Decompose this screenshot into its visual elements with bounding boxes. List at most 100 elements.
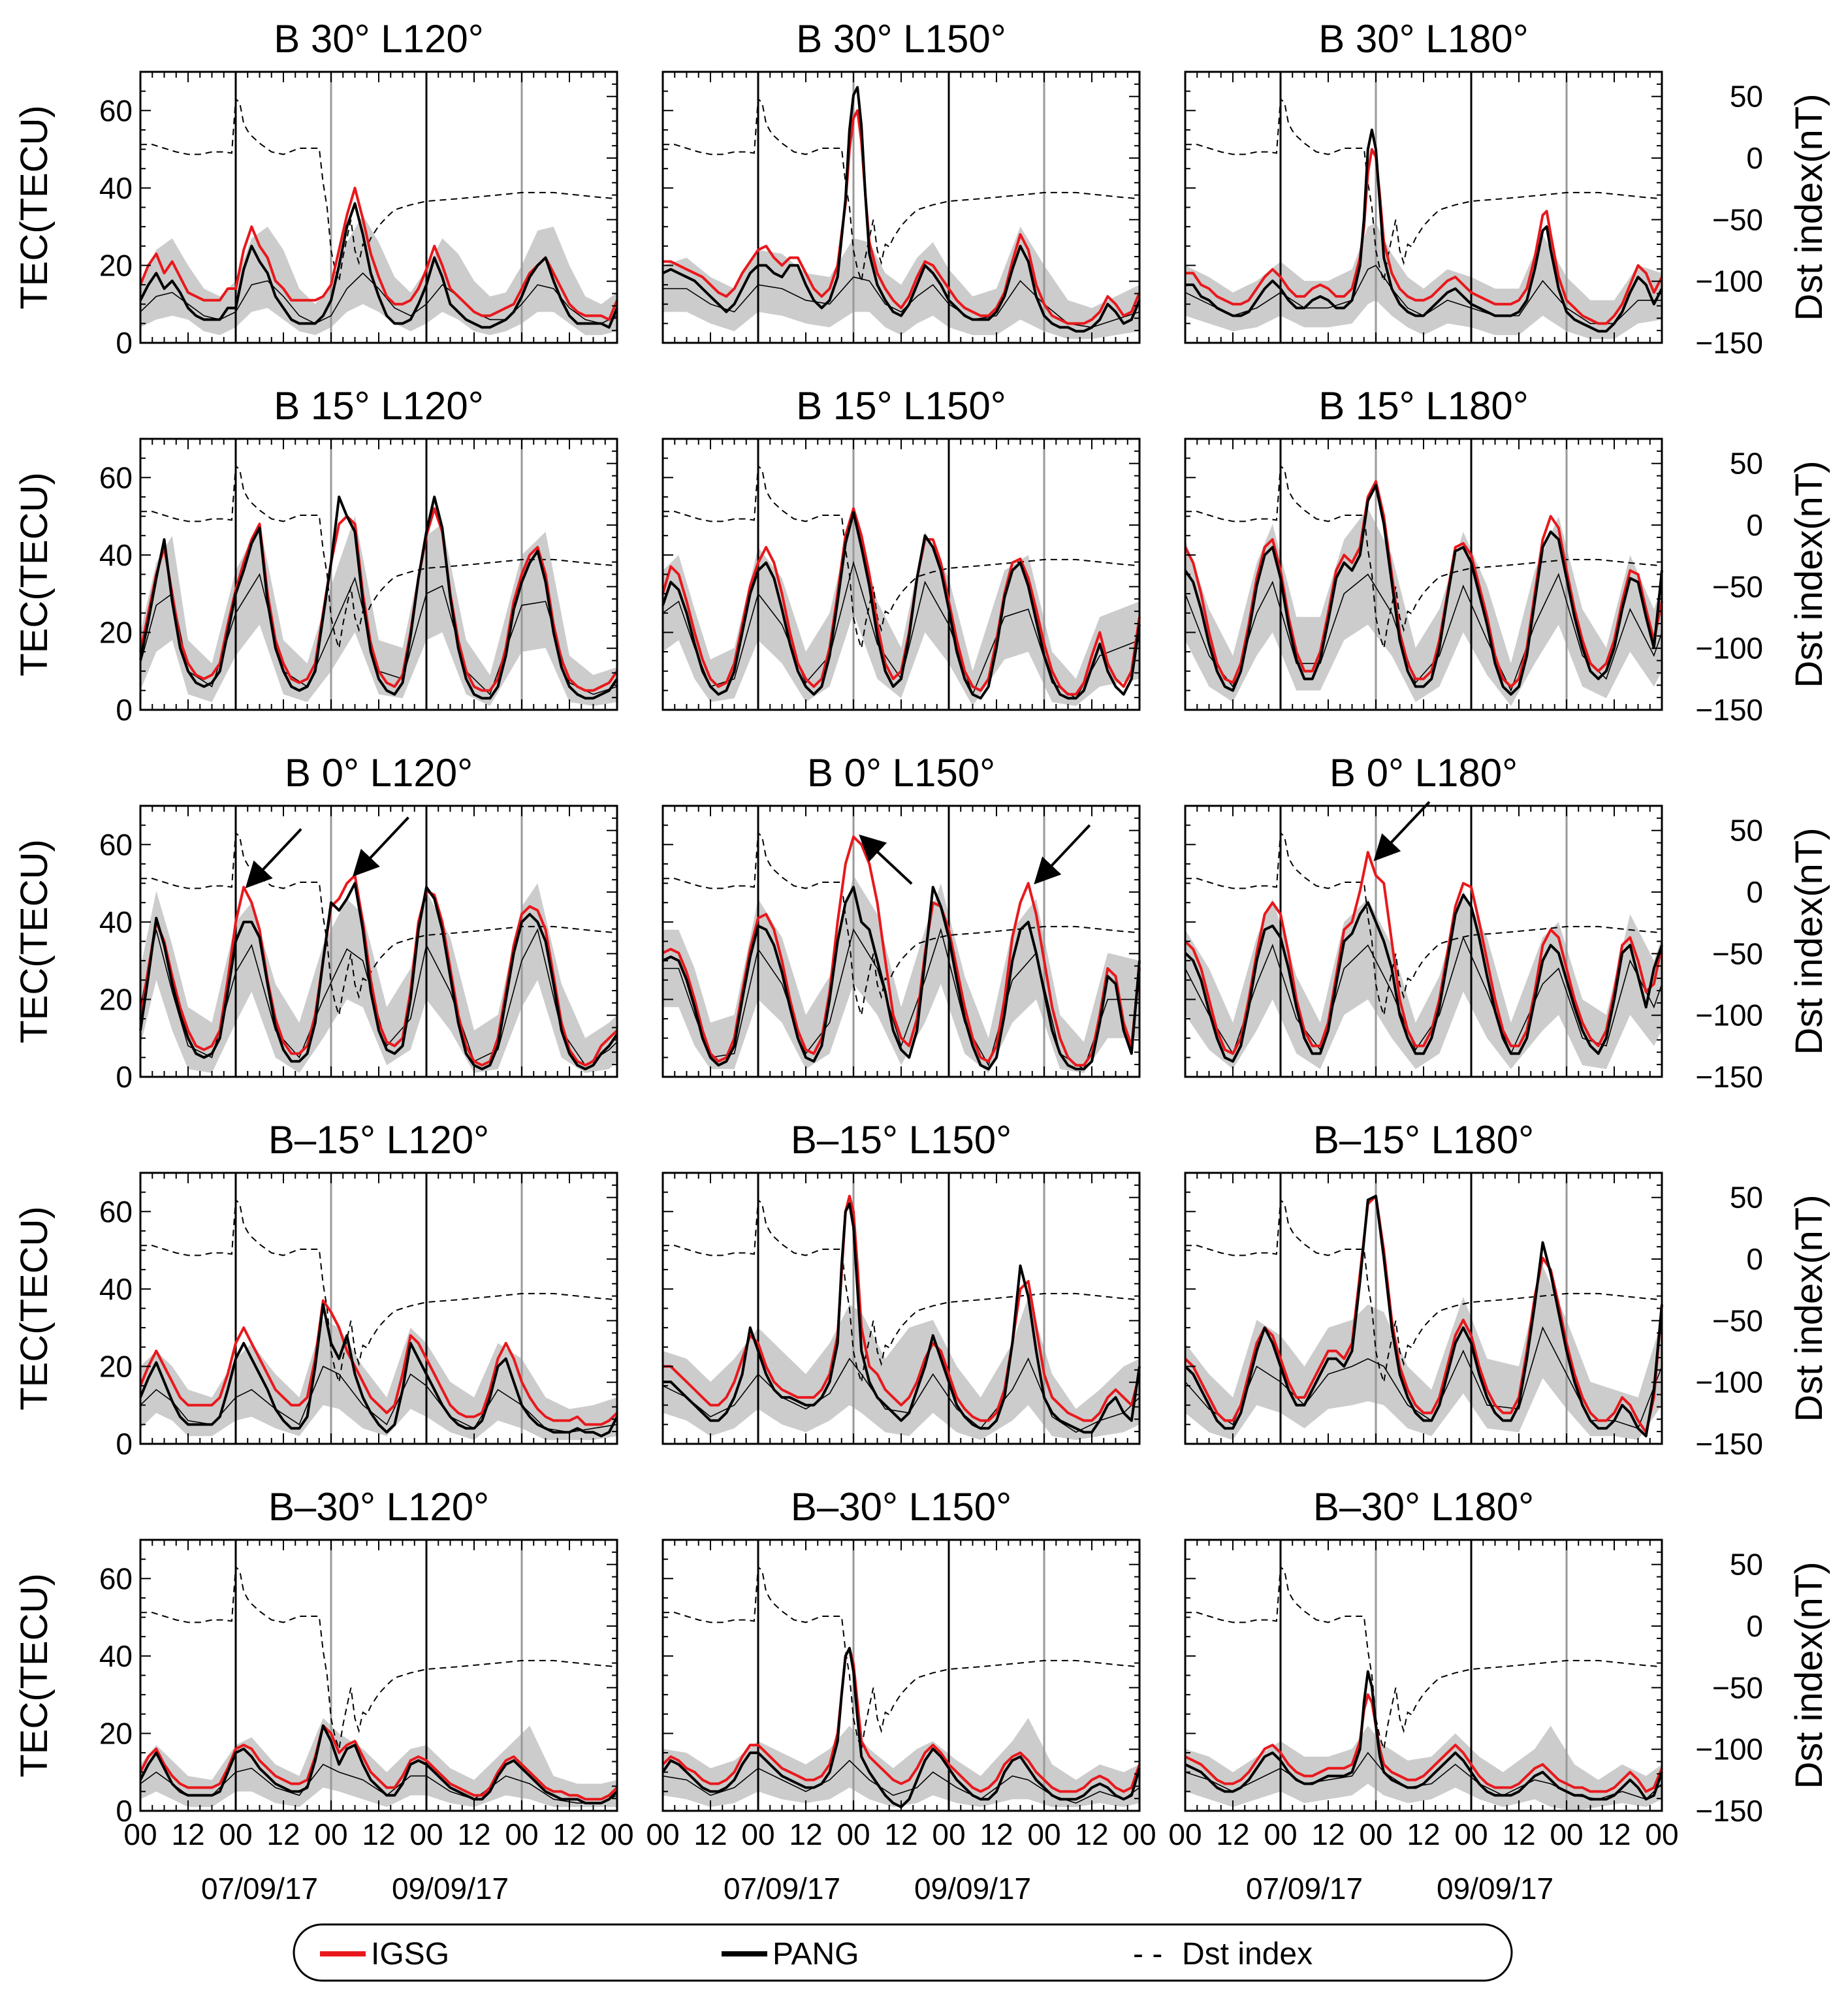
panel-title: B–30° L180° — [1313, 1485, 1534, 1529]
igsg-series-line — [1185, 1693, 1663, 1793]
tec-spread-band — [140, 1717, 617, 1808]
x-tick-label: 12 — [884, 1817, 917, 1851]
x-tick-label: 12 — [1216, 1817, 1249, 1851]
panel-title: B 0° L120° — [285, 751, 473, 795]
panel-title: B–15° L180° — [1313, 1118, 1534, 1162]
panel: B 15° L120° 0 20 40 60 TEC(TECU) — [13, 384, 618, 727]
x-tick-label: 12 — [457, 1817, 490, 1851]
dst-series-line — [1185, 1565, 1663, 1750]
panel-title: B–30° L120° — [268, 1485, 489, 1529]
tec-spread-band — [1185, 891, 1662, 1070]
x-tick-label: 12 — [1502, 1817, 1535, 1851]
x-date-label: 07/09/17 — [724, 1872, 840, 1906]
x-tick-label: 12 — [1311, 1817, 1345, 1851]
tec-spread-band — [663, 508, 1139, 707]
x-tick-label: 12 — [266, 1817, 300, 1851]
tec-tick-label: 60 — [99, 1194, 133, 1228]
pang-series-line — [661, 1647, 1141, 1809]
tec-tick-label: 60 — [99, 1561, 133, 1595]
igsg-series-line — [662, 835, 1141, 1067]
igsg-series-line — [139, 1299, 618, 1426]
tec-tick-label: 40 — [99, 1639, 133, 1673]
dst-tick-label: 50 — [1730, 447, 1763, 481]
dst-tick-label: 50 — [1730, 1548, 1763, 1582]
dst-series-line — [1185, 97, 1663, 282]
x-tick-label: 12 — [693, 1817, 727, 1851]
dst-series-line — [663, 1565, 1140, 1750]
pang-series-line — [661, 511, 1141, 700]
legend: IGSG PANG - - Dst index — [293, 1923, 1513, 1982]
dst-axis-label: Dst index(nT) — [1788, 1194, 1830, 1422]
dst-tick-label: 0 — [1746, 1242, 1763, 1276]
panel-title: B 30° L150° — [796, 17, 1006, 61]
dst-tick-label: −50 — [1712, 1670, 1763, 1704]
x-tick-label: 00 — [219, 1817, 252, 1851]
tec-tick-label: 20 — [99, 615, 133, 649]
igsg-series-line — [663, 109, 1141, 325]
panel: B 30° L180° −150 −100 −50 0 50 Dst index(nT) — [1184, 17, 1830, 360]
dst-tick-label: −100 — [1695, 1365, 1763, 1399]
legend-igsg-label: IGSG — [371, 1937, 449, 1971]
dst-tick-label: −100 — [1695, 998, 1763, 1032]
panel: B 15° L150° — [661, 384, 1141, 711]
pang-series-line — [1184, 893, 1663, 1063]
pang-series-line — [662, 86, 1141, 333]
x-tick-label: 00 — [1027, 1817, 1060, 1851]
x-date-label: 09/09/17 — [392, 1872, 509, 1906]
pang-series-line — [139, 882, 618, 1071]
igsg-series-line — [1185, 148, 1663, 325]
pang-series-line — [1184, 484, 1663, 696]
x-tick-label: 00 — [932, 1817, 965, 1851]
panel: B 30° L120° 0 20 40 60 TEC(TECU) — [13, 17, 618, 360]
panel-title: B 0° L180° — [1330, 751, 1518, 795]
panel-title: B–15° L120° — [268, 1118, 489, 1162]
pang-series-line — [662, 886, 1141, 1071]
tec-tick-label: 60 — [99, 827, 133, 861]
panel-title: B 15° L150° — [796, 384, 1006, 428]
dst-series-line — [663, 1198, 1140, 1383]
igsg-series-line — [1184, 851, 1663, 1055]
tec-mean-line — [663, 276, 1140, 328]
x-tick-label: 00 — [314, 1817, 347, 1851]
dst-tick-label: −100 — [1695, 631, 1763, 665]
tec-spread-band — [1185, 1725, 1662, 1811]
panel: B 0° L120° 0 20 40 60 TEC(TECU) — [13, 751, 618, 1094]
x-date-label: 09/09/17 — [914, 1872, 1031, 1906]
tec-tick-label: 0 — [116, 693, 133, 727]
tec-mean-line — [1185, 264, 1662, 325]
tec-tick-label: 40 — [99, 171, 133, 205]
tec-tick-label: 60 — [99, 93, 133, 127]
tec-tick-label: 20 — [99, 1349, 133, 1383]
pang-series-line — [139, 1724, 618, 1805]
x-date-label: 07/09/17 — [201, 1872, 318, 1906]
annotation-arrow — [859, 834, 913, 885]
annotation-arrow — [352, 816, 409, 877]
panel-title: B 30° L180° — [1318, 17, 1529, 61]
pang-series-line — [139, 202, 618, 329]
dst-tick-label: 0 — [1746, 141, 1763, 175]
dst-series-line — [663, 97, 1140, 282]
x-tick-label: 12 — [1407, 1817, 1440, 1851]
dst-axis-label: Dst index(nT) — [1788, 827, 1830, 1055]
tec-tick-label: 60 — [99, 460, 133, 494]
dst-axis-label: Dst index(nT) — [1788, 460, 1830, 688]
panel: B 15° L180° −150 −100 −50 0 50 Dst index(nT) — [1184, 384, 1830, 727]
panel: B–15° L120° 0 20 40 60 TEC(TECU) — [13, 1118, 618, 1461]
igsg-series-line — [661, 507, 1141, 696]
dst-series-line — [140, 464, 618, 649]
x-date-label: 09/09/17 — [1437, 1872, 1553, 1906]
tec-tick-label: 40 — [99, 905, 133, 939]
x-tick-label: 12 — [362, 1817, 395, 1851]
dst-tick-label: −150 — [1695, 326, 1763, 360]
dst-tick-label: −150 — [1695, 693, 1763, 727]
annotation-arrow — [1034, 824, 1091, 885]
pang-series-line — [139, 495, 618, 700]
tec-spread-band — [140, 1320, 617, 1441]
dst-tick-label: −150 — [1695, 1060, 1763, 1094]
x-tick-label: 00 — [1168, 1817, 1202, 1851]
x-tick-label: 12 — [552, 1817, 586, 1851]
dst-axis-label: Dst index(nT) — [1788, 1561, 1830, 1789]
annotation-arrow — [1373, 801, 1431, 861]
pang-series-line — [1185, 1670, 1663, 1801]
